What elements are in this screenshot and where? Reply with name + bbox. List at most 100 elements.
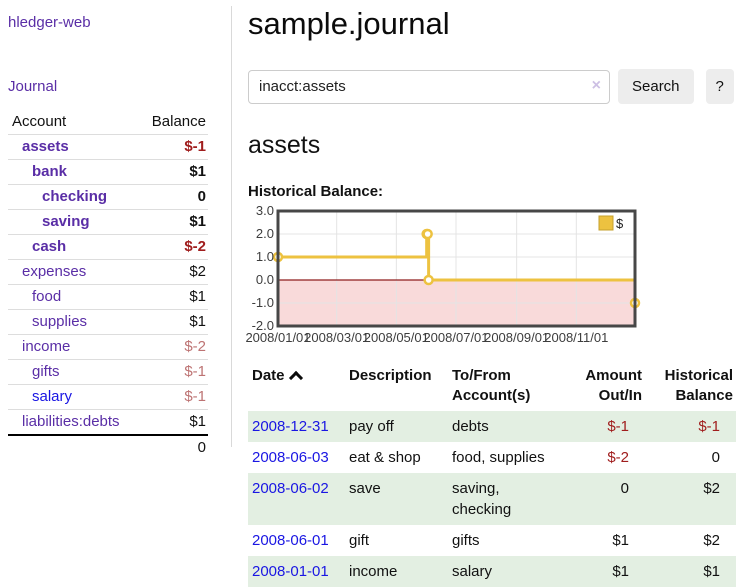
transactions-body: 2008-12-31 pay off debts $-1 $-1 2008-06-03 ea…	[248, 411, 736, 587]
transaction-description: eat & shop	[349, 449, 421, 466]
chart-y-tick-label: 0.0	[255, 272, 274, 287]
chart-heading: Historical Balance:	[248, 183, 384, 200]
balance-column-header: Balance	[151, 113, 206, 130]
account-row: checking 0	[8, 184, 208, 210]
account-link[interactable]: bank	[32, 163, 68, 180]
accounts-column-header: Account	[12, 113, 67, 130]
transaction-description: pay off	[349, 418, 394, 435]
transaction-balance: $2	[703, 532, 720, 549]
help-button[interactable]: ?	[705, 69, 734, 104]
account-row: saving $1	[8, 209, 208, 235]
account-link[interactable]: assets	[22, 138, 69, 155]
account-balance: $1	[138, 159, 208, 185]
transaction-balance: $1	[703, 563, 720, 580]
transaction-date-link[interactable]: 2008-12-31	[252, 418, 329, 435]
chart-x-tick-label: 2008/11/01	[544, 330, 609, 345]
transaction-row: 2008-12-31 pay off debts $-1 $-1	[248, 411, 736, 442]
sidebar: hledger-web Journal Account Balance asse…	[0, 6, 232, 460]
account-link[interactable]: food	[32, 288, 62, 305]
account-link[interactable]: salary	[32, 388, 73, 405]
chart-x-tick-label: 2008/09/01	[484, 330, 550, 345]
account-link[interactable]: cash	[32, 238, 67, 255]
transaction-row: 2008-06-03 eat & shop food, supplies $-2 0	[248, 442, 736, 473]
transaction-balance: $-1	[698, 418, 720, 435]
accounts-total-value: 0	[138, 434, 208, 460]
chart-y-tick-label: 2.0	[255, 226, 274, 241]
accounts-body: assets $-1 bank $1 checking 0 saving $1 cash $-2 e…	[8, 134, 208, 435]
column-header-description: Description	[349, 367, 432, 384]
chart-y-tick-label: -1.0	[251, 295, 274, 310]
search-form: × Search ?	[248, 69, 736, 104]
transaction-row: 2008-01-01 income salary $1 $1	[248, 556, 736, 587]
svg-text:$: $	[616, 216, 624, 231]
transaction-balance: $2	[703, 480, 720, 497]
account-balance: $1	[138, 284, 208, 310]
account-row: salary $-1	[8, 384, 208, 410]
transaction-date-link[interactable]: 2008-06-01	[252, 532, 329, 549]
account-balance: 0	[138, 184, 208, 210]
account-balance: $1	[138, 309, 208, 335]
account-link[interactable]: liabilities:debts	[22, 413, 120, 430]
column-header-date[interactable]: Date	[248, 361, 345, 411]
transaction-amount: $-2	[607, 449, 629, 466]
account-balance: $-2	[138, 334, 208, 360]
transaction-date-link[interactable]: 2008-01-01	[252, 563, 329, 580]
transaction-date-link[interactable]: 2008-06-02	[252, 480, 329, 497]
account-balance: $1	[138, 209, 208, 235]
account-row: liabilities:debts $1	[8, 409, 208, 435]
account-balance: $-2	[138, 234, 208, 260]
main-content: sample.journal × Search ? assets Histori…	[233, 6, 742, 587]
account-balance: $-1	[138, 134, 208, 160]
account-row: supplies $1	[8, 309, 208, 335]
transaction-accounts: food, supplies	[452, 449, 545, 466]
account-row: assets $-1	[8, 134, 208, 160]
transaction-balance: 0	[711, 449, 720, 466]
account-row: expenses $2	[8, 259, 208, 285]
chart-x-tick-label: 2008/01/01	[245, 330, 311, 345]
transactions-header-row: Date Description To/From Account(s) Amou…	[248, 361, 736, 411]
transaction-date-link[interactable]: 2008-06-03	[252, 449, 329, 466]
account-balance: $1	[138, 409, 208, 435]
account-link[interactable]: expenses	[22, 263, 87, 280]
transaction-accounts: gifts	[452, 532, 480, 549]
search-button[interactable]: Search	[618, 69, 694, 104]
transaction-accounts: debts	[452, 418, 489, 435]
brand-link[interactable]: hledger-web	[8, 14, 91, 31]
account-link[interactable]: saving	[42, 213, 90, 230]
account-row: food $1	[8, 284, 208, 310]
clear-search-icon[interactable]: ×	[591, 76, 601, 94]
accounts-table: Account Balance assets $-1 bank $1 checking 0…	[8, 111, 208, 460]
accounts-total-row: 0	[8, 434, 208, 460]
transaction-description: gift	[349, 532, 370, 549]
transaction-row: 2008-06-02 save saving, checking 0 $2	[248, 473, 736, 525]
account-link[interactable]: checking	[42, 188, 108, 205]
chart-y-tick-label: 3.0	[255, 203, 274, 218]
sidebar-nav: Journal	[8, 78, 231, 95]
chart-x-tick-label: 2008/07/01	[423, 330, 489, 345]
transaction-row: 2008-06-01 gift gifts $1 $2	[248, 525, 736, 556]
page-title: sample.journal	[248, 6, 450, 41]
transaction-amount: 0	[620, 480, 629, 497]
transaction-accounts: saving, checking	[452, 480, 512, 518]
chart-x-tick-label: 2008/03/01	[304, 330, 370, 345]
account-link[interactable]: supplies	[32, 313, 88, 330]
sidebar-item-journal[interactable]: Journal	[8, 78, 58, 95]
search-input[interactable]	[248, 69, 610, 104]
account-row: cash $-2	[8, 234, 208, 260]
account-row: bank $1	[8, 159, 208, 185]
transaction-description: save	[349, 480, 381, 497]
column-header-accounts: To/From Account(s)	[452, 367, 531, 404]
chart-x-tick-label: 2008/05/01	[363, 330, 429, 345]
sort-ascending-icon	[288, 370, 303, 386]
column-header-amount: Amount Out/In	[585, 367, 642, 404]
app-brand: hledger-web	[8, 14, 231, 31]
account-link[interactable]: income	[22, 338, 71, 355]
account-balance: $-1	[138, 359, 208, 385]
transaction-description: income	[349, 563, 398, 580]
account-row: income $-2	[8, 334, 208, 360]
transaction-amount: $1	[612, 563, 629, 580]
account-balance: $-1	[138, 384, 208, 410]
transaction-amount: $1	[612, 532, 629, 549]
transaction-amount: $-1	[607, 418, 629, 435]
account-link[interactable]: gifts	[32, 363, 60, 380]
